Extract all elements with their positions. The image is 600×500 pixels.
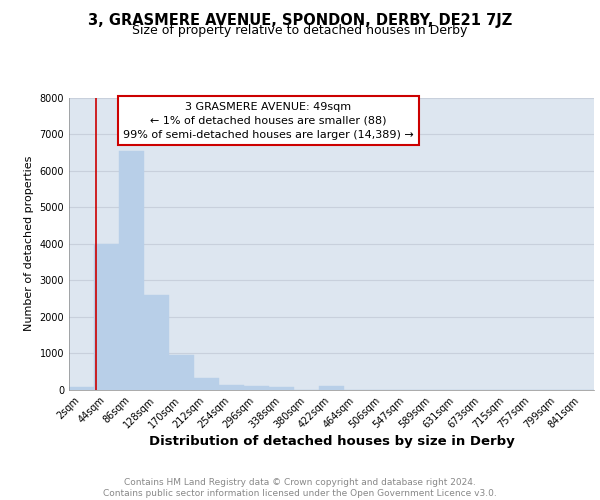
Bar — [169, 356, 194, 390]
X-axis label: Distribution of detached houses by size in Derby: Distribution of detached houses by size … — [149, 436, 514, 448]
Text: Contains HM Land Registry data © Crown copyright and database right 2024.
Contai: Contains HM Land Registry data © Crown c… — [103, 478, 497, 498]
Bar — [219, 384, 244, 390]
Bar — [69, 386, 94, 390]
Bar — [119, 150, 144, 390]
Bar — [244, 386, 269, 390]
Text: 3 GRASMERE AVENUE: 49sqm
← 1% of detached houses are smaller (88)
99% of semi-de: 3 GRASMERE AVENUE: 49sqm ← 1% of detache… — [123, 102, 414, 140]
Bar — [269, 386, 294, 390]
Bar — [144, 295, 169, 390]
Text: Size of property relative to detached houses in Derby: Size of property relative to detached ho… — [133, 24, 467, 37]
Text: 3, GRASMERE AVENUE, SPONDON, DERBY, DE21 7JZ: 3, GRASMERE AVENUE, SPONDON, DERBY, DE21… — [88, 12, 512, 28]
Bar — [319, 386, 344, 390]
Bar — [194, 378, 219, 390]
Bar — [94, 244, 119, 390]
Y-axis label: Number of detached properties: Number of detached properties — [24, 156, 34, 332]
